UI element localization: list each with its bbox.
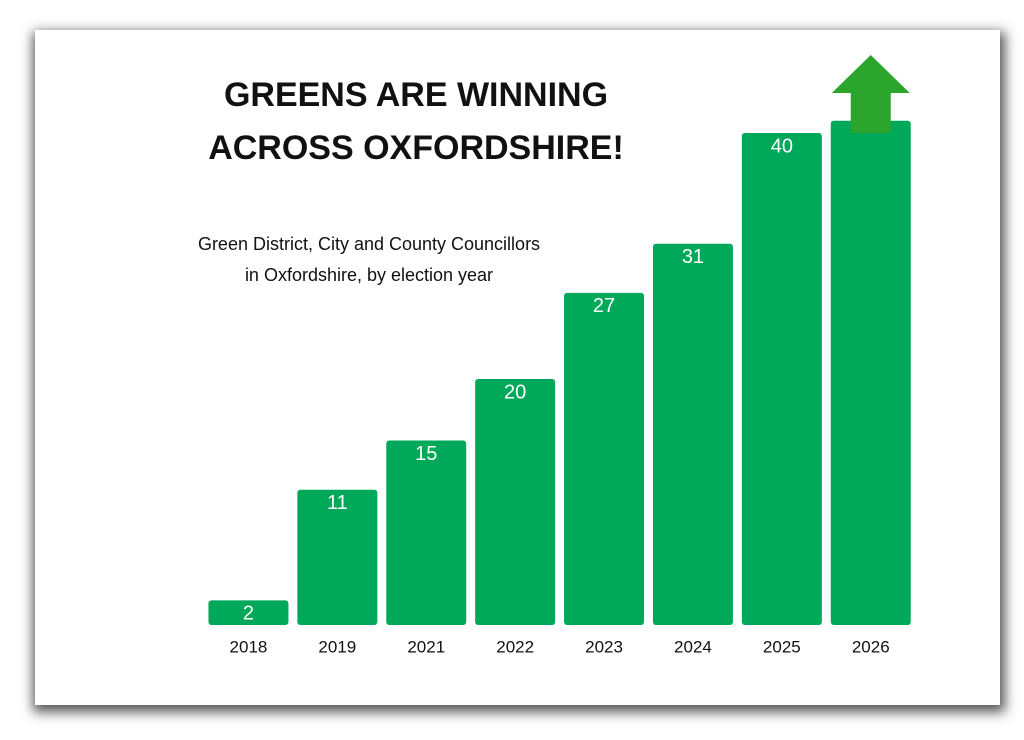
x-tick-label: 2021 bbox=[407, 637, 445, 656]
x-tick-label: 2022 bbox=[496, 637, 534, 656]
bar bbox=[652, 243, 733, 625]
x-tick-label: 2025 bbox=[763, 637, 801, 656]
chart-subtitle: in Oxfordshire, by election year bbox=[245, 265, 493, 285]
x-tick-label: 2024 bbox=[674, 637, 712, 656]
bar bbox=[564, 292, 645, 625]
value-label: 20 bbox=[504, 381, 526, 403]
value-label: 2 bbox=[243, 603, 254, 625]
value-label: 15 bbox=[415, 443, 437, 465]
x-tick-label: 2019 bbox=[318, 637, 356, 656]
x-tick-label: 2018 bbox=[230, 637, 268, 656]
chart-title: GREENS ARE WINNING bbox=[224, 76, 608, 114]
bar bbox=[475, 379, 556, 625]
x-tick-label: 2026 bbox=[852, 637, 890, 656]
chart-subtitle: Green District, City and County Councill… bbox=[198, 234, 540, 254]
value-label: 31 bbox=[682, 246, 704, 268]
bar bbox=[830, 120, 911, 625]
chart-title: ACROSS OXFORDSHIRE! bbox=[208, 129, 624, 167]
bar bbox=[386, 440, 467, 625]
bar bbox=[741, 133, 822, 625]
value-label: 11 bbox=[327, 492, 348, 514]
bar bbox=[208, 600, 289, 625]
value-label: 40 bbox=[771, 135, 793, 157]
x-tick-label: 2023 bbox=[585, 637, 623, 656]
arrow bbox=[831, 55, 910, 133]
value-label: 27 bbox=[593, 295, 615, 317]
bar bbox=[297, 489, 378, 625]
